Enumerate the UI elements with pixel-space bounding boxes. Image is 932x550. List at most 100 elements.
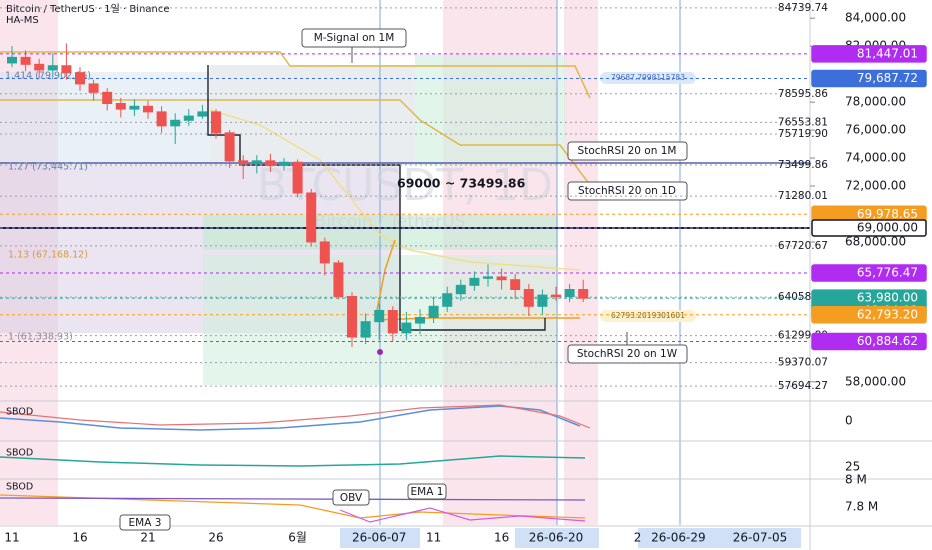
indicator-line bbox=[0, 497, 586, 501]
candle-body bbox=[251, 160, 262, 165]
candle-body bbox=[143, 105, 153, 113]
fib-label: 1.414 (79,902.66) bbox=[5, 71, 91, 82]
candle-body bbox=[88, 83, 99, 93]
note-box bbox=[332, 489, 370, 506]
candle-body bbox=[469, 277, 480, 286]
candle-body bbox=[265, 160, 276, 166]
zone bbox=[0, 72, 210, 165]
candle-body bbox=[578, 289, 589, 299]
candle-body bbox=[224, 132, 235, 162]
candle-body bbox=[360, 321, 371, 338]
stochrsi-line bbox=[0, 99, 591, 186]
x-tick-label: 21 bbox=[140, 531, 155, 545]
header-title: Bitcoin / TetherUS · 1일 · Binance bbox=[6, 3, 170, 15]
signal-dot bbox=[377, 349, 383, 355]
candle-body bbox=[7, 56, 17, 64]
candle-body bbox=[197, 111, 208, 117]
indicator-line bbox=[0, 405, 581, 431]
x-tick-label: 16 bbox=[72, 531, 87, 545]
m-signal-line bbox=[0, 51, 591, 99]
annotation-box bbox=[567, 181, 688, 201]
candle-body bbox=[537, 294, 548, 307]
annotation: 79687.7998115783 bbox=[611, 73, 685, 82]
price-label: 65,776.47 bbox=[857, 266, 918, 280]
level-label: 76553.81 bbox=[778, 116, 828, 128]
candle-body bbox=[347, 296, 357, 338]
candle-body bbox=[129, 105, 140, 110]
candle-body bbox=[279, 161, 289, 166]
date-highlight bbox=[638, 528, 801, 548]
level-label: 67720.67 bbox=[778, 240, 828, 252]
level-label: 71280.01 bbox=[778, 190, 828, 202]
pane-note: EMA 1 bbox=[411, 486, 444, 498]
y-tick-label: 78,000.00 bbox=[845, 95, 906, 109]
pane-axis-label: 7.8 M bbox=[845, 500, 878, 514]
x-tick-label: 26-07-05 bbox=[733, 531, 787, 545]
pane-title: SBOD bbox=[6, 407, 33, 418]
candle-body bbox=[75, 72, 85, 85]
zone bbox=[415, 55, 565, 165]
candle-body bbox=[551, 294, 561, 298]
date-highlight bbox=[340, 528, 420, 548]
y-tick-label: 58,000.00 bbox=[845, 374, 906, 388]
ema-line bbox=[209, 109, 581, 271]
candle-body bbox=[483, 276, 493, 279]
candle-body bbox=[238, 160, 249, 165]
x-tick-label: 26-06-07 bbox=[352, 531, 406, 545]
candle-body bbox=[170, 119, 181, 127]
y-tick-label: 68,000.00 bbox=[845, 234, 906, 248]
level-label: 59370.07 bbox=[778, 357, 828, 369]
x-tick-label: 6월 bbox=[288, 531, 307, 545]
candle-body bbox=[156, 111, 167, 127]
pane-title: SBOD bbox=[6, 482, 33, 493]
x-tick-label: 11 bbox=[426, 531, 441, 545]
candle-body bbox=[183, 115, 194, 121]
annotation: StochRSI 20 on 1M bbox=[578, 145, 677, 157]
candle-body bbox=[523, 289, 534, 307]
annotation-pill bbox=[600, 310, 696, 322]
candle-body bbox=[211, 111, 221, 134]
candle-body bbox=[496, 276, 507, 281]
x-tick-label: 26-06-20 bbox=[529, 531, 583, 545]
note-box bbox=[119, 514, 171, 531]
y-tick-label: 74,000.00 bbox=[845, 151, 906, 165]
fib-label: 1 (61,338.93) bbox=[8, 332, 73, 343]
price-label-box bbox=[811, 306, 927, 324]
candle-body bbox=[510, 279, 521, 291]
candle-body bbox=[61, 65, 72, 74]
candle-body bbox=[115, 102, 126, 110]
price-label: 69,978.65 bbox=[857, 207, 918, 221]
header-subtitle: HA-MS bbox=[6, 15, 39, 26]
x-tick-label: 16 bbox=[494, 531, 509, 545]
price-label: 63,980.00 bbox=[857, 291, 918, 305]
price-label-box bbox=[811, 264, 927, 282]
candle-body bbox=[401, 322, 412, 334]
annotation: StochRSI 20 on 1D bbox=[578, 185, 676, 197]
price-label-box bbox=[811, 45, 927, 63]
indicator-line bbox=[339, 507, 586, 523]
price-label-box bbox=[811, 219, 927, 237]
fib-label: 1.27 (73,445.71) bbox=[8, 162, 88, 173]
pane-note: OBV bbox=[340, 492, 363, 504]
price-label: 69,000.00 bbox=[857, 220, 918, 234]
candle-body bbox=[428, 305, 439, 318]
highlight-band bbox=[564, 0, 598, 525]
price-label-box bbox=[811, 332, 927, 351]
candle-body bbox=[374, 309, 385, 323]
price-label: 62,793.20 bbox=[857, 307, 918, 321]
candle-body bbox=[34, 63, 45, 71]
candle-body bbox=[292, 161, 303, 194]
price-label: 81,447.01 bbox=[857, 46, 918, 60]
candle-body bbox=[306, 192, 317, 243]
candle-body bbox=[47, 65, 58, 71]
level-label: 84739.74 bbox=[778, 2, 828, 14]
price-label: 79,687.72 bbox=[857, 71, 918, 85]
y-tick-label: 76,000.00 bbox=[845, 123, 906, 137]
pane-axis-label: 8 M bbox=[845, 473, 867, 487]
annotation: StochRSI 20 on 1W bbox=[577, 348, 678, 360]
y-tick-label: 84,000.00 bbox=[845, 11, 906, 25]
annotation-box bbox=[567, 141, 688, 161]
level-label: 75719.90 bbox=[778, 128, 828, 140]
annotation: M-Signal on 1M bbox=[314, 32, 395, 44]
